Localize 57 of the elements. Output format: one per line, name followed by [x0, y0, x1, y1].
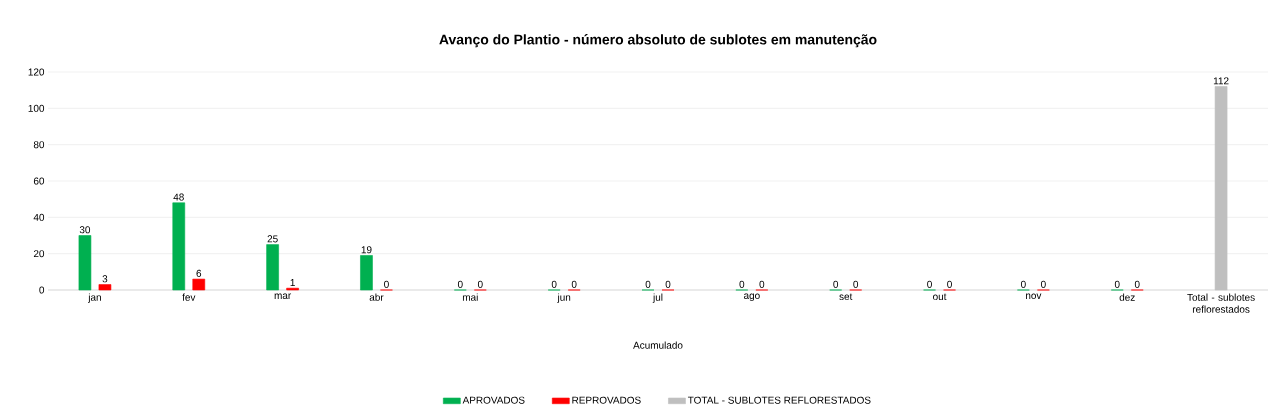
- x-tick-label: ago: [743, 293, 760, 301]
- data-label: 6: [196, 269, 202, 277]
- data-label: 0: [1021, 280, 1026, 288]
- y-tick-label: 120: [28, 68, 45, 76]
- bar: [98, 284, 112, 291]
- data-label: 0: [1041, 280, 1046, 288]
- x-tick-label: mai: [462, 293, 478, 301]
- x-tick-label: jul: [652, 293, 663, 303]
- data-label: 25: [267, 235, 278, 243]
- x-tick-label: set: [839, 293, 853, 301]
- legend-label: REPROVADOS: [572, 396, 641, 404]
- data-label: 0: [833, 280, 839, 288]
- data-label: 0: [457, 280, 463, 288]
- data-label: 0: [853, 280, 859, 288]
- chart-title: Avanço do Plantio - número absoluto de sublotes em manutenção: [439, 34, 877, 48]
- x-tick-label: mar: [274, 293, 292, 299]
- legend-label: APROVADOS: [462, 396, 525, 404]
- y-tick-label: 40: [33, 213, 45, 221]
- data-label: 1: [290, 279, 295, 286]
- x-tick-label: Total - sublotes reflorestados: [1187, 293, 1255, 313]
- data-label: 112: [1213, 77, 1229, 85]
- y-tick-label: 20: [33, 250, 45, 258]
- bar: [192, 278, 206, 291]
- data-label: 48: [173, 193, 184, 201]
- data-label: 0: [665, 280, 671, 288]
- x-tick-label: nov: [1026, 293, 1042, 299]
- x-tick-label: abr: [369, 293, 384, 301]
- data-label: 0: [739, 280, 745, 288]
- x-tick-label: fev: [182, 293, 196, 301]
- data-label: 3: [102, 275, 108, 283]
- x-tick-label: jan: [88, 293, 101, 303]
- data-label: 0: [571, 280, 577, 288]
- bar: [1214, 86, 1228, 291]
- bar: [266, 244, 279, 291]
- bar: [360, 255, 373, 291]
- bar: [78, 235, 92, 291]
- data-label: 0: [384, 280, 389, 288]
- data-label: 0: [645, 280, 651, 288]
- data-label: 0: [1134, 280, 1140, 288]
- data-label: 30: [79, 226, 91, 234]
- y-tick-label: 60: [33, 177, 45, 185]
- data-label: 0: [477, 280, 483, 288]
- y-tick-label: 100: [28, 104, 45, 112]
- x-axis-title: Acumulado: [633, 341, 683, 349]
- data-label: 19: [361, 246, 372, 254]
- bar: [172, 202, 186, 291]
- data-label: 0: [947, 280, 952, 288]
- y-tick-label: 0: [39, 286, 45, 294]
- y-tick-label: 80: [33, 141, 45, 149]
- x-tick-label: dez: [1119, 293, 1135, 301]
- data-label: 0: [1114, 280, 1120, 288]
- x-tick-label: out: [933, 293, 947, 301]
- data-label: 0: [551, 280, 557, 288]
- data-label: 0: [927, 280, 932, 288]
- x-tick-label: jun: [557, 293, 571, 303]
- legend-label: TOTAL - SUBLOTES REFLORESTADOS: [687, 396, 871, 404]
- data-label: 0: [759, 280, 765, 288]
